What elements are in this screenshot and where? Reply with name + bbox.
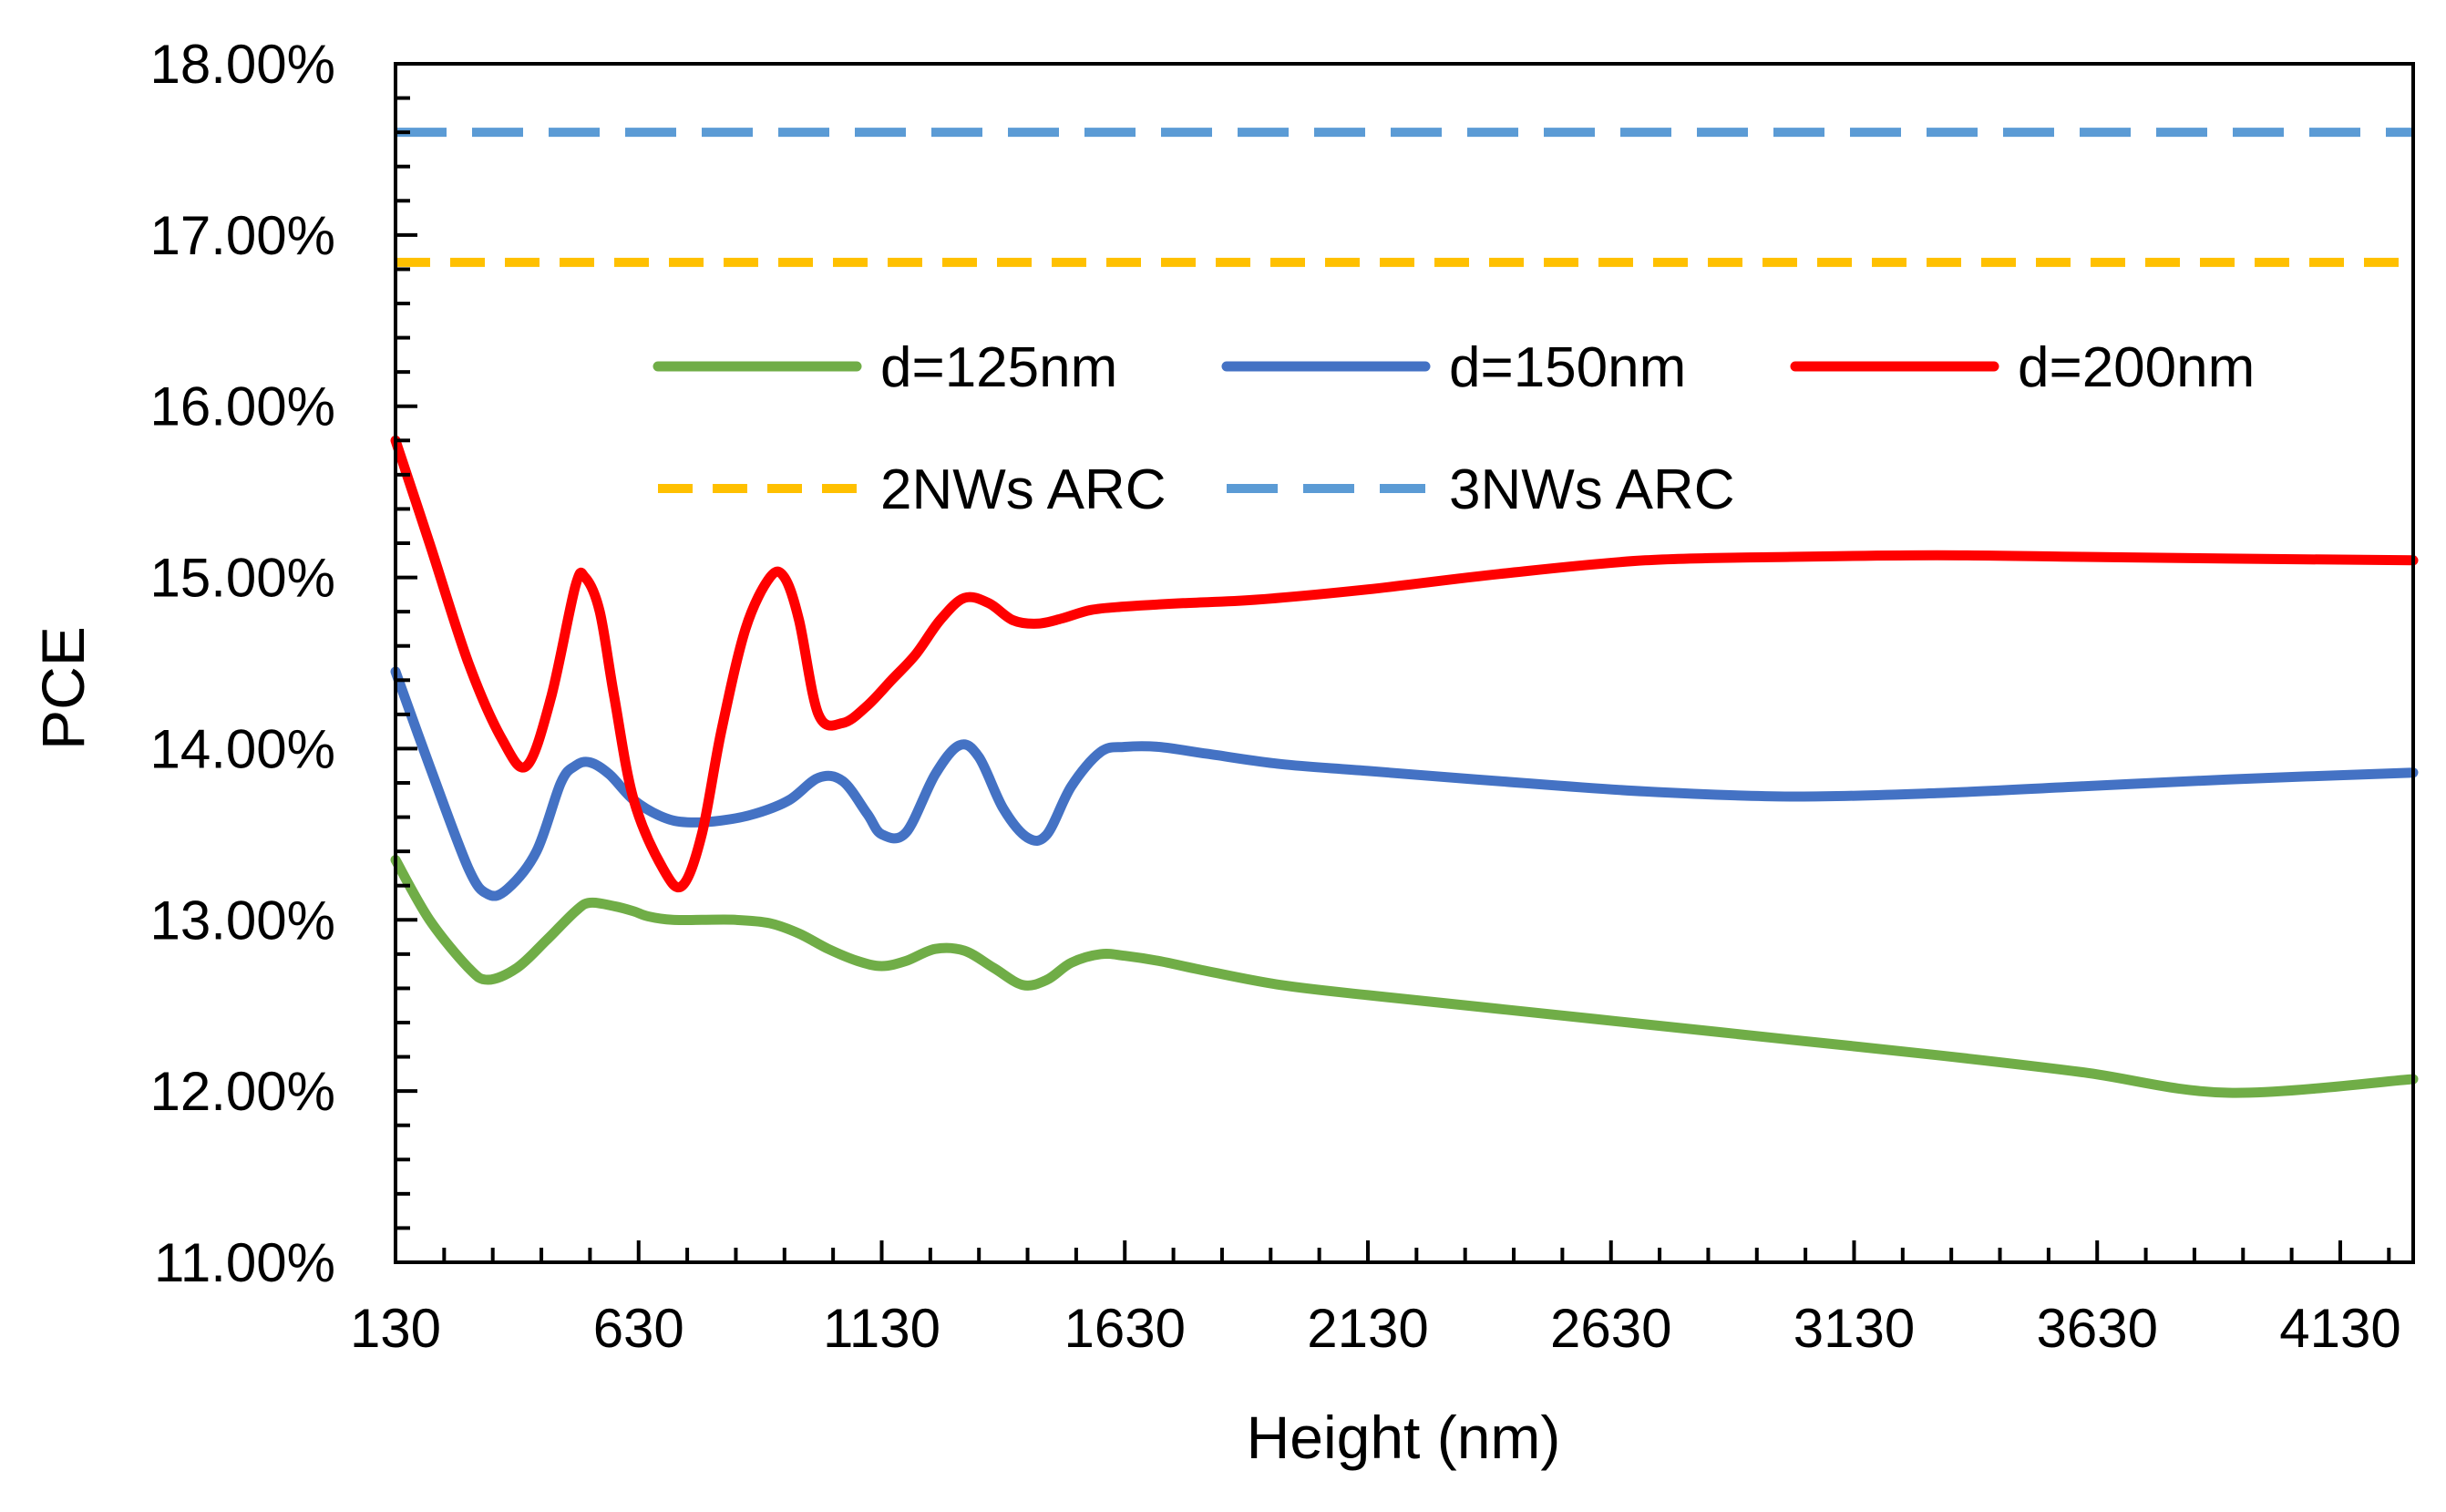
y-axis-title: PCE (29, 626, 97, 750)
series-line-d-125nm (390, 855, 2419, 1098)
x-axis-title: Height (nm) (1247, 1404, 1561, 1471)
x-tick-label: 2130 (1307, 1298, 1428, 1359)
x-tick-label: 1630 (1064, 1298, 1185, 1359)
x-tick-label: 2630 (1550, 1298, 1671, 1359)
y-tick-label: 13.00% (150, 890, 336, 951)
y-tick-label: 17.00% (150, 205, 336, 266)
series-line-d-200nm (390, 435, 2419, 893)
y-tick-label: 16.00% (150, 376, 336, 437)
x-tick-label: 1130 (823, 1298, 940, 1359)
legend-label-2nws-arc: 2NWs ARC (880, 458, 1166, 521)
axes-layer: 11.00% 12.00% 13.00% 14.00% 15.00% 16.00% 17.0… (150, 34, 2415, 1359)
series-line-d-150nm (390, 666, 2419, 901)
y-tick-label: 18.00% (150, 34, 336, 95)
x-tick-label: 3630 (2036, 1298, 2157, 1359)
legend: d=125nm d=150nm d=200nm 2NWs ARC 3NWs ARC (653, 336, 2255, 521)
plot-frame (394, 62, 2415, 1264)
y-tick-label: 15.00% (150, 548, 336, 609)
y-tick-label: 12.00% (150, 1061, 336, 1122)
y-tick-label: 11.00% (154, 1232, 335, 1293)
legend-label-d-150nm: d=150nm (1449, 336, 1686, 399)
series-layer (390, 128, 2419, 1098)
legend-label-d-200nm: d=200nm (2018, 336, 2255, 399)
x-tick-label: 630 (593, 1298, 684, 1359)
x-tick-label: 3130 (1793, 1298, 1915, 1359)
y-tick-label: 14.00% (150, 718, 336, 779)
legend-label-d-125nm: d=125nm (880, 336, 1117, 399)
legend-label-3nws-arc: 3NWs ARC (1449, 458, 1734, 521)
x-tick-label: 4130 (2279, 1298, 2400, 1359)
x-tick-label: 130 (350, 1298, 441, 1359)
